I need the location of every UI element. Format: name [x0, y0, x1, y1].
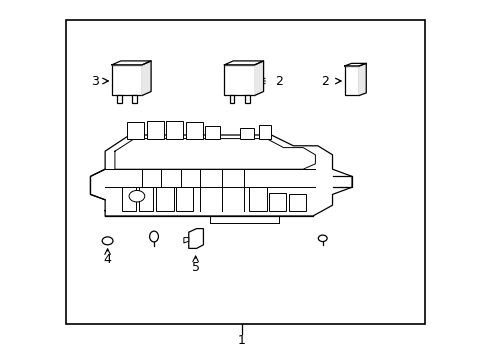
- Polygon shape: [188, 229, 203, 248]
- Text: 2: 2: [320, 75, 328, 87]
- Bar: [244, 95, 249, 103]
- Polygon shape: [112, 61, 151, 65]
- Bar: [344, 66, 359, 95]
- Bar: [249, 187, 266, 211]
- Polygon shape: [185, 122, 203, 139]
- Bar: [288, 194, 305, 211]
- Bar: [66, 20, 425, 324]
- Polygon shape: [254, 61, 263, 95]
- Polygon shape: [259, 125, 271, 139]
- Ellipse shape: [149, 231, 158, 242]
- Circle shape: [102, 237, 113, 245]
- Polygon shape: [127, 122, 144, 139]
- Bar: [176, 187, 193, 211]
- Bar: [224, 65, 254, 95]
- Polygon shape: [166, 121, 183, 139]
- Polygon shape: [224, 61, 263, 65]
- Text: 3: 3: [91, 75, 99, 87]
- Polygon shape: [183, 238, 188, 243]
- Bar: [112, 65, 142, 95]
- Polygon shape: [90, 135, 351, 216]
- Polygon shape: [146, 121, 163, 139]
- Bar: [139, 187, 153, 211]
- Polygon shape: [142, 61, 151, 95]
- Text: 1: 1: [238, 334, 245, 347]
- Bar: [117, 95, 122, 103]
- Text: 5: 5: [191, 261, 199, 274]
- Text: 2: 2: [274, 75, 282, 87]
- Text: 4: 4: [103, 253, 111, 266]
- Bar: [268, 193, 285, 211]
- Polygon shape: [205, 126, 220, 139]
- Circle shape: [318, 235, 326, 242]
- Polygon shape: [359, 63, 366, 95]
- Polygon shape: [344, 63, 366, 66]
- Circle shape: [129, 190, 144, 202]
- Polygon shape: [239, 128, 254, 139]
- Bar: [132, 95, 137, 103]
- Bar: [122, 187, 136, 211]
- Bar: [229, 95, 234, 103]
- Polygon shape: [115, 139, 315, 169]
- Bar: [156, 187, 173, 211]
